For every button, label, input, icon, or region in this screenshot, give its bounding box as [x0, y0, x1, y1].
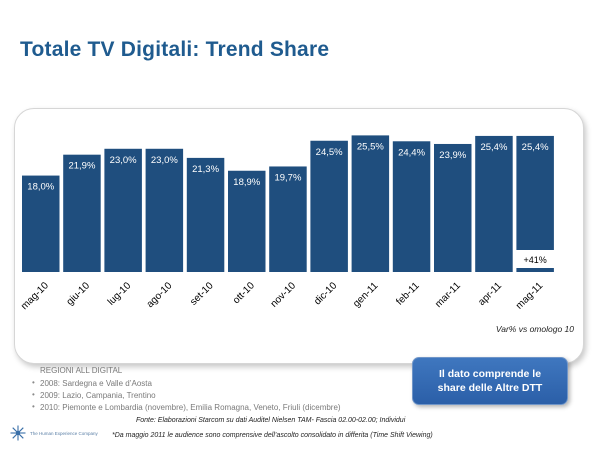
- page-title: Totale TV Digitali: Trend Share: [20, 38, 330, 61]
- x-tick-label: gen-11: [351, 280, 381, 310]
- x-tick-label: ago-10: [145, 280, 175, 310]
- chart-bar-base: [516, 268, 554, 272]
- chart-bar: [310, 140, 348, 272]
- x-tick-label: nov-10: [269, 280, 299, 310]
- bar-value-label: 23,0%: [151, 155, 178, 166]
- x-tick-label: set-10: [188, 280, 216, 308]
- regions-list: REGIONI ALL DIGITAL 2008: Sardegna e Val…: [32, 366, 412, 415]
- chart-bar: [516, 135, 554, 250]
- bar-value-label: 25,4%: [522, 142, 549, 153]
- callout-box: Il dato comprende le share delle Altre D…: [412, 357, 568, 405]
- chart-bar: [22, 175, 60, 272]
- bar-value-label: 19,7%: [274, 172, 301, 183]
- x-tick-label: apr-11: [476, 280, 504, 308]
- bar-value-label: 21,3%: [192, 164, 219, 175]
- chart-bar: [104, 148, 142, 272]
- source-note: Fonte: Elaborazioni Starcom su dati Audi…: [136, 417, 406, 424]
- regions-title: REGIONI ALL DIGITAL: [40, 366, 123, 375]
- chart-bar: [63, 154, 101, 272]
- company-logo: The Human Experience Company: [10, 425, 98, 441]
- chart-bar: [434, 143, 472, 272]
- bar-value-label: 21,9%: [68, 161, 95, 172]
- chart-bar: [351, 135, 390, 272]
- region-item: 2010: Piemonte e Lombardia (novembre), E…: [32, 402, 412, 412]
- callout-line: Il dato comprende le: [438, 367, 542, 380]
- chart-bar: [392, 141, 431, 272]
- variation-note: Var% vs omologo 10: [495, 324, 574, 334]
- bar-value-label: 18,0%: [27, 182, 54, 193]
- bar-value-label: 24,4%: [398, 147, 425, 158]
- logo-star-icon: [10, 425, 26, 441]
- x-tick-label: mag-10: [19, 280, 51, 312]
- chart-annotation: +41%: [524, 255, 547, 265]
- chart-bar: [269, 166, 307, 272]
- x-tick-label: mag-11: [514, 280, 546, 312]
- bar-value-label: 23,0%: [110, 155, 137, 166]
- chart-bar: [186, 157, 225, 272]
- region-item: 2008: Sardegna e Valle d’Aosta: [32, 378, 412, 388]
- bar-value-label: 25,5%: [357, 141, 384, 152]
- callout-line: share delle Altre DTT: [437, 382, 543, 394]
- footnote: *Da maggio 2011 le audience sono compren…: [112, 432, 433, 439]
- x-tick-label: feb-11: [394, 280, 422, 308]
- chart-bar: [228, 170, 266, 272]
- bar-value-label: 24,5%: [316, 147, 343, 158]
- x-tick-label: mar-11: [433, 280, 463, 310]
- x-tick-label: lug-10: [106, 280, 134, 308]
- x-tick-label: giu-10: [65, 280, 93, 308]
- bar-value-label: 25,4%: [480, 142, 507, 153]
- x-tick-label: ott-10: [231, 280, 257, 306]
- bar-value-label: 18,9%: [233, 177, 260, 188]
- logo-text: The Human Experience Company: [30, 430, 98, 436]
- bar-value-label: 23,9%: [439, 150, 466, 161]
- region-item: 2009: Lazio, Campania, Trentino: [32, 390, 412, 400]
- chart-bar: [475, 135, 513, 272]
- x-tick-label: dic-10: [312, 280, 339, 307]
- chart-bar: [145, 148, 184, 272]
